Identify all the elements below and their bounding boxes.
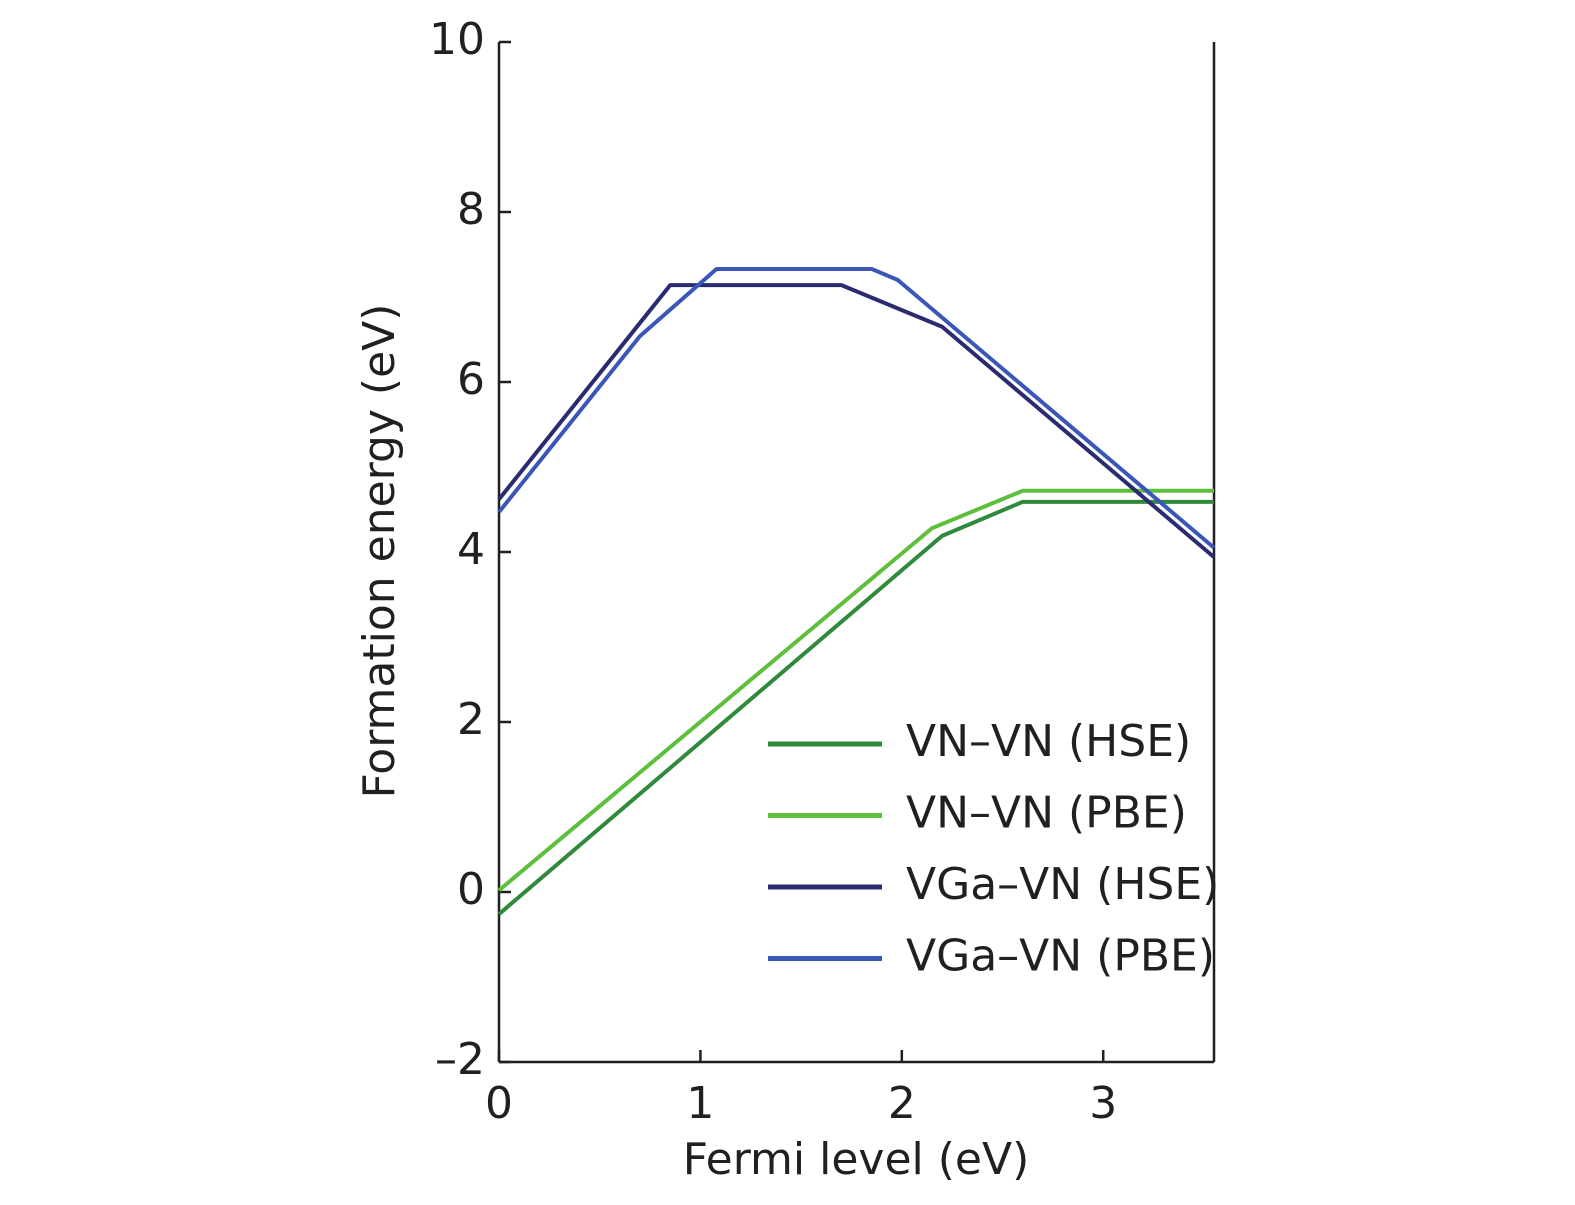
x-axis-label: Fermi level (eV) (683, 1134, 1029, 1185)
x-tick-label: 2 (888, 1078, 916, 1129)
y-tick-label: 10 (429, 14, 485, 65)
y-axis-label: Formation energy (eV) (354, 304, 405, 799)
x-tick-label: 0 (485, 1078, 513, 1129)
series-line (497, 283, 1216, 559)
series-line (497, 499, 1214, 916)
x-tick-label: 3 (1089, 1078, 1117, 1129)
y-tick-label: 0 (457, 864, 485, 915)
y-tick-label: 6 (457, 354, 485, 405)
legend-label: VGa–VN (PBE) (906, 931, 1215, 982)
series-line (497, 266, 1216, 550)
y-tick-label: 2 (457, 694, 485, 745)
y-tick-label: 8 (457, 184, 485, 235)
x-tick-label: 1 (686, 1078, 714, 1129)
y-tick-label: –2 (435, 1034, 485, 1085)
legend-label: VGa–VN (HSE) (906, 859, 1219, 910)
series-line (497, 488, 1214, 892)
y-tick-label: 4 (457, 524, 485, 575)
legend-label: VN–VN (PBE) (906, 788, 1187, 839)
legend-label: VN–VN (HSE) (906, 716, 1191, 767)
